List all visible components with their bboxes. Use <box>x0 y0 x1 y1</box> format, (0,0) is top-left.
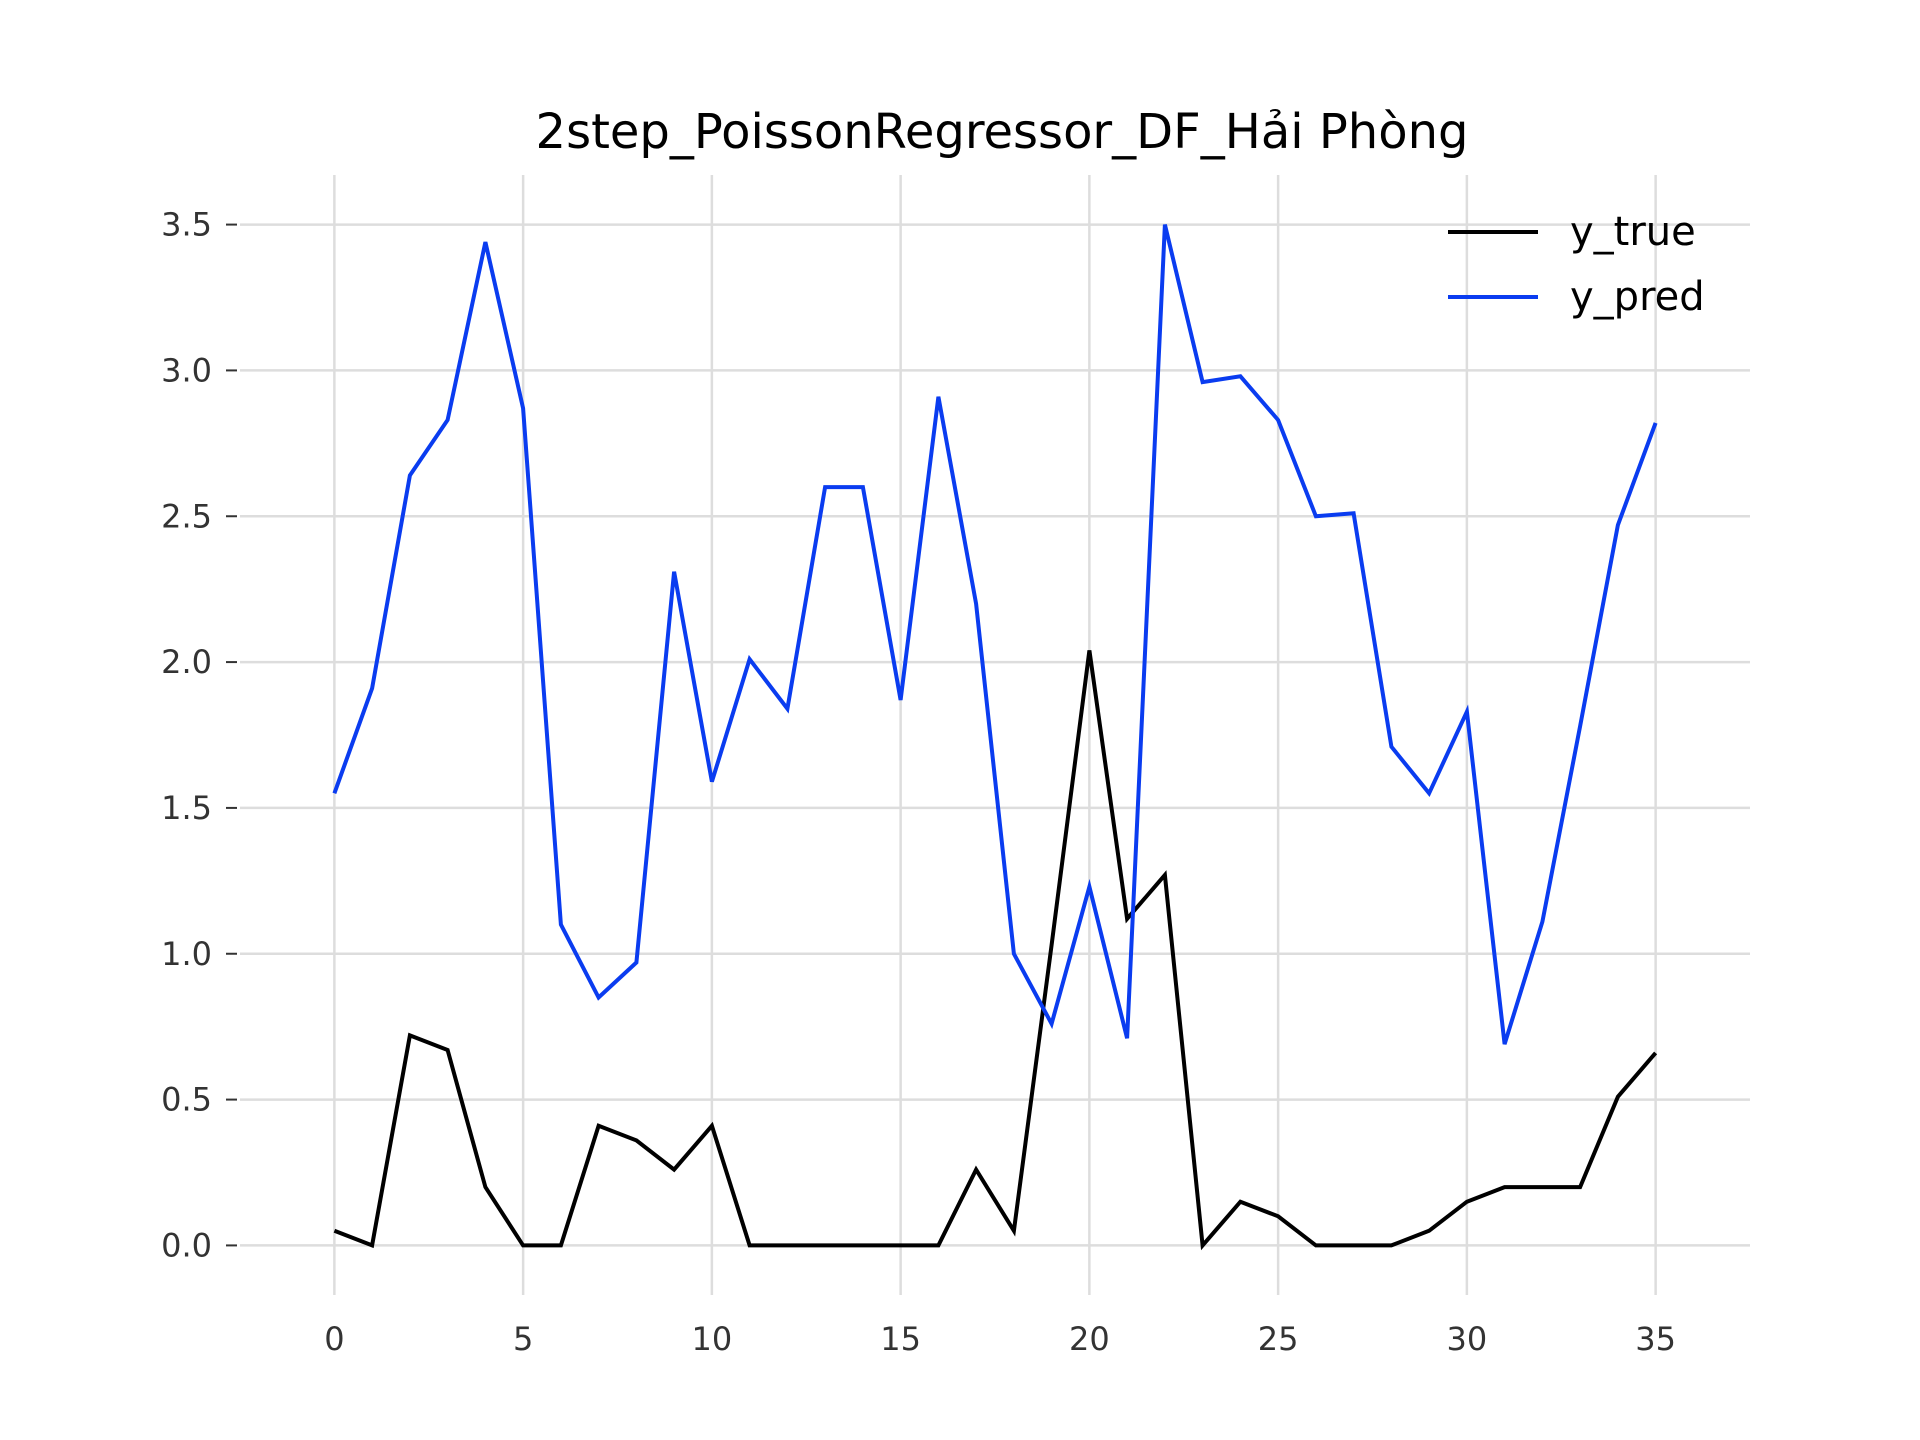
axis-ticks: 0 5 10 15 20 25 30 35 0.0 0.5 1.0 1.5 2.0 2.5 3.0 3.5 <box>161 206 1676 1358</box>
y-tick-label: 1.5 <box>161 789 212 827</box>
series-line-y-pred <box>332 224 1658 1045</box>
y-tick-label: 2.0 <box>161 643 212 681</box>
series-line-y-true <box>333 650 1658 1251</box>
x-tick-label: 0 <box>324 1320 344 1358</box>
y-tick-label: 1.0 <box>161 935 212 973</box>
x-tick-label: 20 <box>1069 1320 1110 1358</box>
legend: y_true y_pred <box>1448 209 1705 320</box>
chart-title: 2step_PoissonRegressor_DF_Hải Phòng <box>536 104 1469 160</box>
x-tick-label: 10 <box>692 1320 733 1358</box>
legend-label-y-true: y_true <box>1570 209 1696 255</box>
y-tick-label: 0.0 <box>161 1226 212 1264</box>
y-tick-label: 3.5 <box>161 206 212 244</box>
grid <box>240 175 1750 1295</box>
x-tick-label: 30 <box>1447 1320 1488 1358</box>
x-tick-label: 5 <box>513 1320 533 1358</box>
y-tick-label: 0.5 <box>161 1081 212 1119</box>
x-tick-label: 25 <box>1258 1320 1299 1358</box>
x-tick-label: 15 <box>880 1320 921 1358</box>
plot-lines <box>332 224 1658 1251</box>
x-tick-label: 35 <box>1635 1320 1676 1358</box>
y-tick-label: 2.5 <box>161 497 212 535</box>
y-tick-label: 3.0 <box>161 351 212 389</box>
legend-label-y-pred: y_pred <box>1570 274 1705 320</box>
